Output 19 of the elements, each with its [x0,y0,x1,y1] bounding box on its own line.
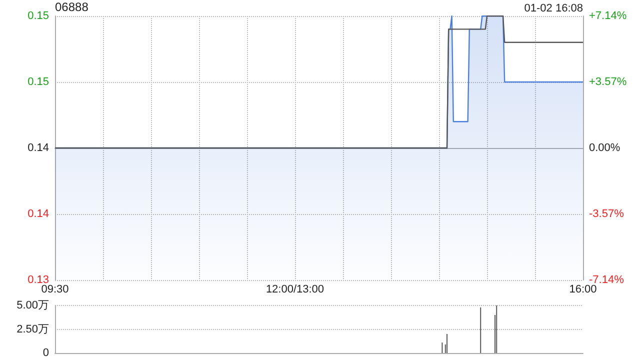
y-tick-label: 0.15 [28,76,49,88]
y2-tick-label: -3.57% [589,208,624,220]
line-series [54,15,584,149]
y2-tick-label: -7.14% [589,274,624,286]
y-tick-label: 0.15 [28,10,49,22]
y-tick-label: 0 [42,347,49,359]
y-tick-label: 5.00万 [16,300,49,312]
y-tick-label: 0.14 [28,208,49,220]
x-tick-label: 12:00/13:00 [266,284,324,296]
y-tick-label: 0.13 [28,274,49,286]
y2-tick-label: +3.57% [589,76,627,88]
x-tick-label: 09:30 [41,284,69,296]
y2-tick-label: +7.14% [589,10,627,22]
chart-title: 06888 [55,0,89,14]
y-tick-label: 2.50万 [16,323,49,336]
x-tick-label: 16:00 [569,284,597,296]
y2-tick-label: 0.00% [589,142,620,154]
y-tick-label: 0.14 [28,142,49,154]
chart-subtitle: 01-02 16:08 [524,2,583,14]
